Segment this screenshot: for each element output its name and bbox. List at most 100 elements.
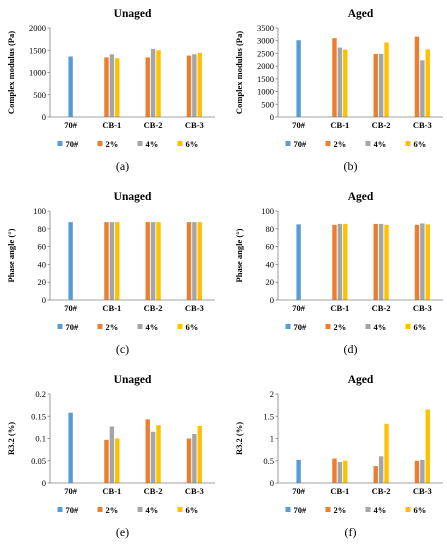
bar-6pct-CB-3 [425, 224, 430, 300]
bar-6pct-CB-2 [156, 50, 161, 117]
legend-label: 4% [374, 139, 387, 149]
y-tick-label: 0 [270, 112, 274, 122]
legend-swatch [137, 507, 143, 512]
bar-70-70# [296, 40, 301, 117]
bar-4pct-CB-1 [337, 47, 343, 117]
chart-title: Aged [348, 374, 374, 386]
bar-2pct-CB-3 [186, 55, 192, 117]
legend-swatch [285, 507, 291, 512]
legend-swatch [325, 324, 331, 329]
bar-2pct-CB-2 [373, 53, 378, 117]
x-category-label: CB-3 [413, 486, 432, 496]
bar-6pct-CB-2 [384, 423, 389, 483]
legend-label: 6% [186, 322, 199, 332]
legend-label: 6% [414, 505, 427, 515]
y-tick-label: 0.5 [263, 456, 274, 466]
legend-label: 4% [374, 322, 387, 332]
bar-2pct-CB-3 [414, 224, 420, 300]
legend-label: 6% [186, 505, 199, 515]
bar-4pct-CB-2 [378, 53, 384, 117]
bar-2pct-CB-1 [332, 38, 337, 117]
legend-swatch [325, 507, 331, 512]
bar-70-70# [296, 459, 301, 483]
bar-4pct-CB-3 [420, 223, 425, 300]
legend-swatch [405, 141, 411, 146]
legend-label: 70# [294, 322, 308, 332]
bar-6pct-CB-1 [115, 222, 120, 300]
chart-panel-6: Aged 0 0.5 1 1.5 2 R3.2 (%) 70# CB-1 CB-2 CB-3 70# 2… [234, 374, 443, 539]
bar-2pct-CB-2 [145, 419, 150, 483]
y-tick-label: 1 [270, 434, 274, 444]
legend-label: 2% [334, 139, 347, 149]
legend-label: 2% [106, 322, 119, 332]
y-tick-label: 0.05 [31, 456, 46, 466]
legend-swatch [57, 141, 63, 146]
legend-label: 2% [334, 505, 347, 515]
bar-4pct-CB-1 [337, 462, 343, 483]
legend-swatch [405, 324, 411, 329]
bar-6pct-CB-3 [197, 52, 202, 117]
x-category-label: CB-1 [102, 486, 121, 496]
chart-panel-1: Unaged 0 500 1000 1500 2000 Complex modulus (P… [6, 8, 215, 173]
chart-panel-4: Aged 0 20 40 60 80 100 Phase angle (°) 70# CB-1 CB… [234, 191, 443, 356]
bar-6pct-CB-3 [197, 222, 202, 300]
legend-swatch [97, 141, 103, 146]
x-category-label: 70# [292, 486, 306, 496]
bar-2pct-CB-3 [414, 460, 420, 483]
chart-panel-2: Aged 0 500 1000 1500 2000 2500 3000 3500 Complex … [234, 8, 443, 173]
x-category-label: 70# [292, 303, 306, 313]
y-tick-label: 20 [38, 277, 47, 287]
legend-label: 4% [146, 505, 159, 515]
legend-swatch [365, 507, 371, 512]
x-category-label: CB-1 [330, 120, 349, 130]
legend-swatch [177, 324, 183, 329]
legend-swatch [97, 324, 103, 329]
legend-label: 4% [146, 322, 159, 332]
y-tick-label: 1500 [29, 45, 46, 55]
bar-4pct-CB-3 [420, 459, 425, 483]
bar-2pct-CB-1 [104, 57, 109, 117]
x-category-label: CB-1 [330, 486, 349, 496]
chart-panel-5: Unaged 0 0.05 0.1 0.15 0.2 R3.2 (%) 70# CB-1 CB-2… [6, 374, 215, 539]
y-tick-label: 0 [42, 478, 46, 488]
bar-4pct-CB-3 [192, 434, 197, 483]
y-tick-label: 60 [266, 242, 275, 252]
legend-swatch [57, 324, 63, 329]
bar-4pct-CB-2 [378, 223, 384, 300]
legend-swatch [177, 141, 183, 146]
bar-2pct-CB-3 [186, 438, 192, 483]
y-tick-label: 0.2 [35, 389, 46, 399]
bar-6pct-CB-2 [384, 224, 389, 300]
x-category-label: CB-2 [144, 303, 163, 313]
x-category-label: CB-3 [185, 120, 204, 130]
y-tick-label: 1.5 [263, 411, 274, 421]
legend-label: 4% [374, 505, 387, 515]
panel-label: (e) [116, 525, 129, 539]
x-category-label: CB-3 [413, 303, 432, 313]
y-tick-label: 2000 [29, 23, 46, 33]
legend-swatch [365, 141, 371, 146]
y-tick-label: 0.15 [31, 411, 46, 421]
y-tick-label: 0 [42, 295, 46, 305]
bar-70-70# [68, 412, 73, 483]
legend-swatch [285, 324, 291, 329]
y-tick-label: 100 [261, 206, 274, 216]
legend-swatch [285, 141, 291, 146]
legend-label: 6% [414, 322, 427, 332]
legend-swatch [137, 324, 143, 329]
y-tick-label: 1000 [257, 87, 274, 97]
bar-4pct-CB-2 [150, 48, 156, 117]
y-tick-label: 40 [266, 259, 275, 269]
bar-6pct-CB-3 [197, 426, 202, 483]
y-axis-label: Phase angle (°) [234, 228, 244, 282]
legend-label: 6% [414, 139, 427, 149]
bar-70-70# [68, 56, 73, 117]
panel-label: (a) [116, 159, 129, 173]
bar-6pct-CB-2 [384, 42, 389, 117]
bar-2pct-CB-3 [186, 222, 192, 300]
legend-label: 6% [186, 139, 199, 149]
chart-title: Unaged [114, 374, 152, 386]
legend-swatch [405, 507, 411, 512]
bar-2pct-CB-2 [373, 223, 378, 300]
